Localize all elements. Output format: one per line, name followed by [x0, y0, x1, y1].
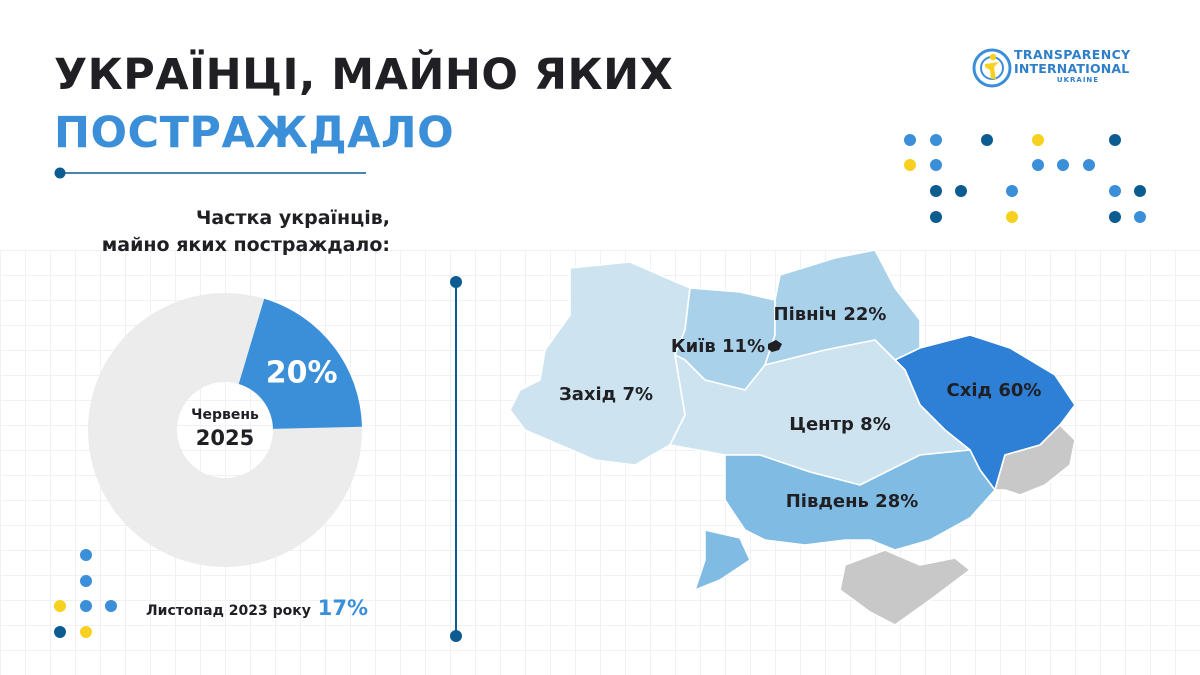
title-underline [54, 167, 366, 179]
vertical-divider [450, 276, 462, 642]
ukraine-region-map: Захід 7% Київ 11% Північ 22% Схід 60% Це… [509, 249, 1076, 626]
page-title: УКРАЇНЦІ, МАЙНО ЯКИХ ПОСТРАЖДАЛО [54, 46, 673, 162]
logo-line-1: TRANSPARENCY [1014, 47, 1131, 62]
subtitle-line-1: Частка українців, [196, 207, 390, 229]
donut-value-label: 20% [266, 355, 338, 390]
decorative-dots-bottom [54, 549, 117, 638]
previous-value: Листопад 2023 року 17% [146, 596, 368, 620]
donut-remainder [88, 293, 362, 568]
kyiv-city-marker-icon [768, 340, 782, 352]
logo-line-3: UKRAINE [1056, 76, 1100, 84]
region-label-tsentr: Центр 8% [789, 414, 891, 435]
region-label-pivnich: Північ 22% [774, 304, 887, 325]
donut-slice-june-2025 [238, 298, 362, 429]
previous-label: Листопад 2023 року [146, 603, 311, 619]
decorative-dots-top [904, 134, 1146, 223]
donut-center-label-2: 2025 [196, 426, 254, 450]
region-label-kyiv: Київ 11% [671, 336, 765, 357]
transparency-international-logo: TRANSPARENCY INTERNATIONAL UKRAINE [972, 48, 1152, 90]
donut-center-label-1: Червень [191, 407, 259, 423]
region-label-pivden: Південь 28% [786, 491, 919, 512]
globe-person-icon [972, 48, 1012, 88]
logo-line-2: INTERNATIONAL [1014, 61, 1130, 76]
title-line-1: УКРАЇНЦІ, МАЙНО ЯКИХ [54, 50, 674, 100]
previous-value-label: 17% [317, 596, 369, 620]
map-region-pivden [694, 449, 996, 591]
region-label-skhid: Схід 60% [947, 380, 1042, 401]
map-occupied-donbas [994, 424, 1076, 496]
chart-subtitle: Частка українців, майно яких постраждало… [60, 205, 390, 259]
region-label-zakhid: Захід 7% [559, 384, 653, 405]
donut-chart: Червень 2025 20% [88, 293, 362, 568]
map-occupied-crimea [839, 549, 971, 626]
map-region-zakhid [509, 261, 691, 466]
dot-pattern [904, 134, 1146, 223]
title-line-2: ПОСТРАЖДАЛО [54, 108, 455, 158]
subtitle-line-2: майно яких постраждало: [101, 234, 390, 256]
